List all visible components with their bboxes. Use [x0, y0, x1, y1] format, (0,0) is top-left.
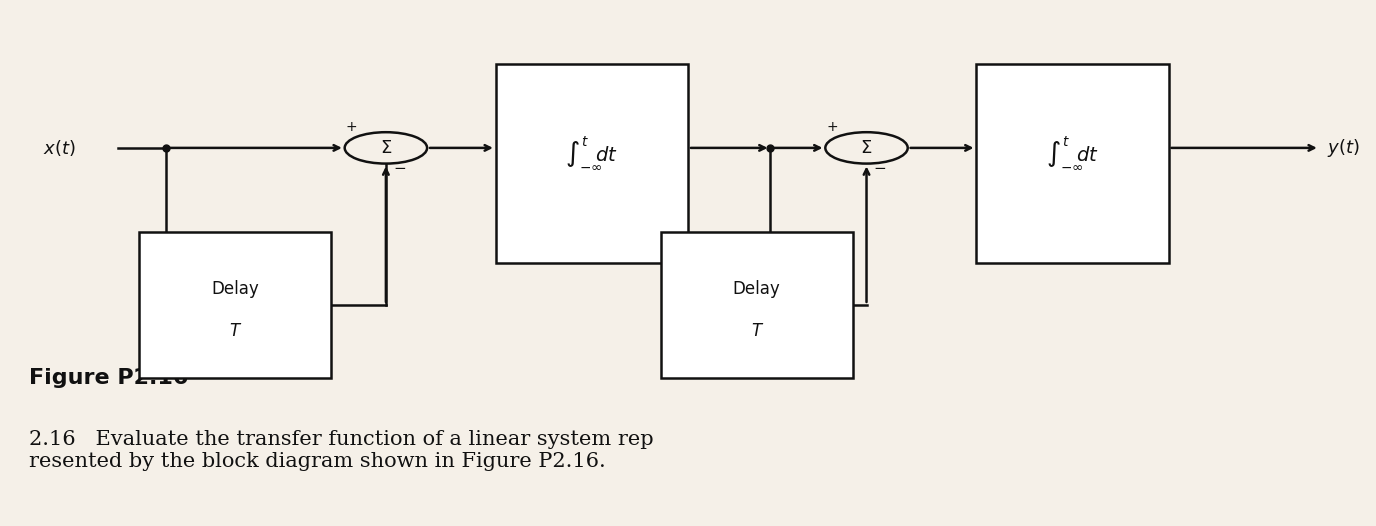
Text: T: T [230, 322, 239, 340]
Text: T: T [751, 322, 762, 340]
Text: $\int_{-\infty}^{t}\!\!dt$: $\int_{-\infty}^{t}\!\!dt$ [1046, 135, 1099, 171]
Text: −: − [394, 161, 406, 176]
Text: $\Sigma$: $\Sigma$ [860, 139, 872, 157]
FancyBboxPatch shape [977, 64, 1168, 263]
Text: $\int_{-\infty}^{t}\!\!dt$: $\int_{-\infty}^{t}\!\!dt$ [566, 135, 618, 171]
Text: Figure P2.16: Figure P2.16 [29, 368, 189, 388]
Text: $\Sigma$: $\Sigma$ [380, 139, 392, 157]
FancyBboxPatch shape [139, 231, 332, 378]
Text: $y(t)$: $y(t)$ [1326, 137, 1359, 159]
Text: Delay: Delay [211, 280, 259, 298]
Text: +: + [345, 120, 358, 134]
Text: −: − [874, 161, 886, 176]
FancyBboxPatch shape [660, 231, 853, 378]
FancyBboxPatch shape [495, 64, 688, 263]
Text: +: + [827, 120, 838, 134]
Text: $x(t)$: $x(t)$ [43, 138, 76, 158]
Text: 2.16   Evaluate the transfer function of a linear system rep
resented by the blo: 2.16 Evaluate the transfer function of a… [29, 430, 654, 471]
Text: Delay: Delay [733, 280, 780, 298]
